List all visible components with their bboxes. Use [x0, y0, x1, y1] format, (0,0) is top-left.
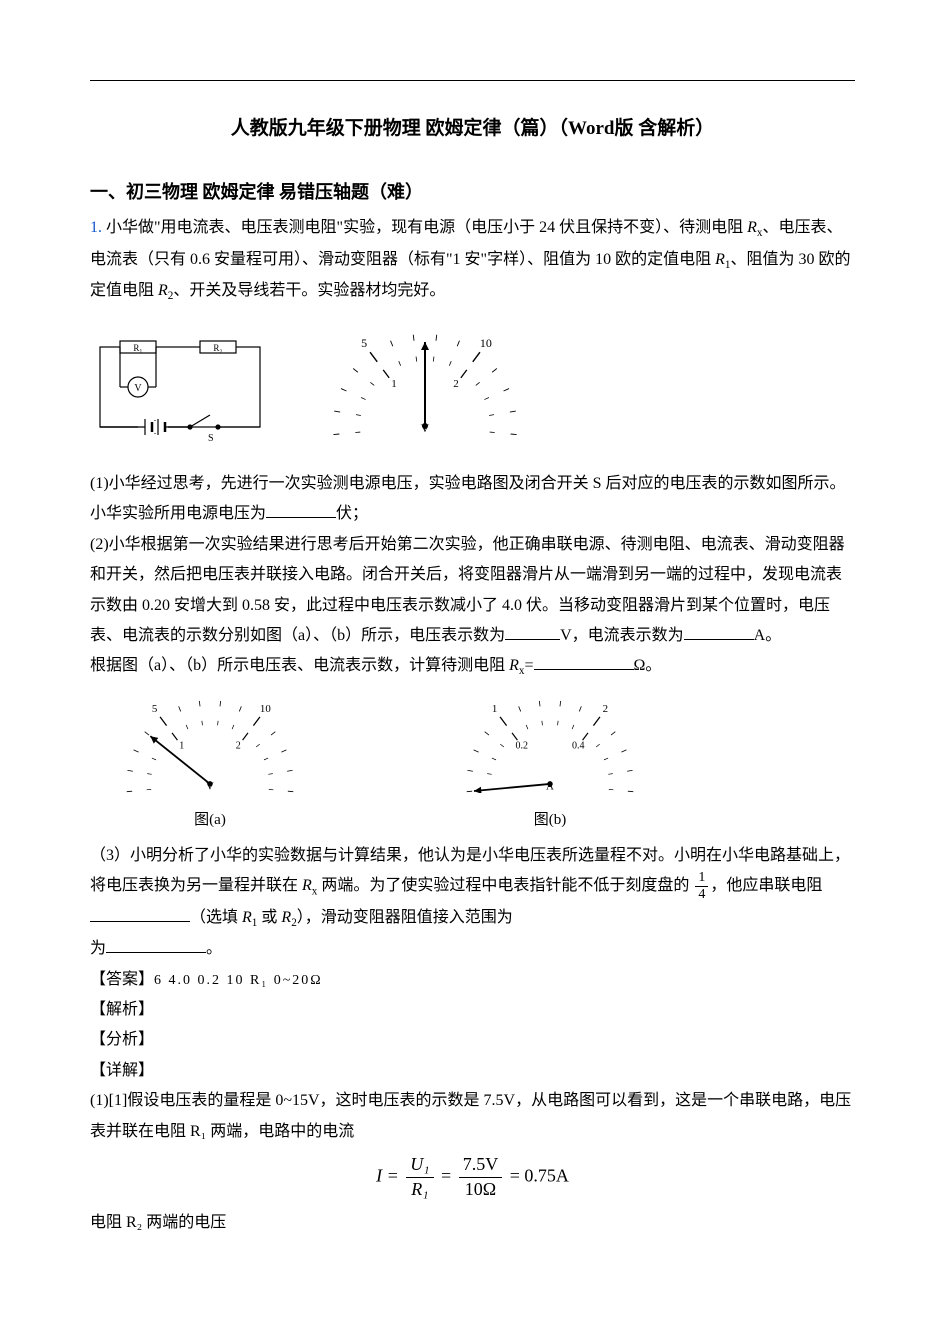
- svg-text:1: 1: [492, 703, 497, 715]
- fenxi-label: 【分析】: [90, 1025, 855, 1055]
- p2-text-b: V，电流表示数为: [560, 627, 684, 644]
- svg-text:0.2: 0.2: [516, 740, 529, 751]
- meter-top-wrap: 0510150123V: [310, 326, 540, 447]
- p2-text-f: Ω。: [634, 657, 662, 674]
- var-r1b: R: [242, 909, 252, 926]
- p1-text-b: 伏；: [336, 505, 368, 522]
- p1-text-a: (1)小华经过思考，先进行一次实验测电源电压，实验电路图及闭合开关 S 后对应的…: [90, 475, 846, 522]
- circuit-r1-label: R₁: [133, 343, 142, 353]
- svg-text:A: A: [546, 780, 554, 792]
- frac-num: 1: [695, 871, 708, 887]
- frac-den: 4: [695, 887, 708, 902]
- document-page: 人教版九年级下册物理 欧姆定律（篇）（Word版 含解析） 一、初三物理 欧姆定…: [0, 0, 945, 1278]
- svg-text:10: 10: [260, 703, 271, 715]
- eq-f1-den: R₁: [406, 1178, 433, 1200]
- var-r1: R: [715, 251, 725, 268]
- svg-text:10: 10: [480, 336, 492, 350]
- var-r2: R: [158, 282, 168, 299]
- question-1-p3b: 为。: [90, 934, 855, 964]
- caption-b: 图(b): [440, 806, 660, 835]
- answer-line: 【答案】6 4.0 0.2 10 R₁ 0~20Ω: [90, 965, 855, 995]
- eq-f1-num: U₁: [406, 1155, 433, 1178]
- circuit-diagram: R₁ R₂ V S: [90, 337, 270, 447]
- caption-a: 图(a): [100, 806, 320, 835]
- question-1-p1: (1)小华经过思考，先进行一次实验测电源电压，实验电路图及闭合开关 S 后对应的…: [90, 469, 855, 530]
- svg-text:2: 2: [236, 740, 241, 751]
- blank-5: [90, 905, 190, 922]
- voltmeter-a: 0510150123V: [100, 693, 320, 793]
- p3-text-b: 两端。为了使实验过程中电表指针能不低于刻度盘的: [317, 877, 693, 894]
- eq-rhs: = 0.75A: [510, 1165, 569, 1185]
- question-1-p2b: 根据图（a）、（b）所示电压表、电流表示数，计算待测电阻 Rx=Ω。: [90, 651, 855, 682]
- p3-text-f: ），滑动变阻器阻值接入范围为: [297, 909, 513, 926]
- p2-text-d: 根据图（a）、（b）所示电压表、电流表示数，计算待测电阻: [90, 657, 509, 674]
- question-1-intro: 1. 小华做"用电流表、电压表测电阻"实验，现有电源（电压小于 24 伏且保持不…: [90, 213, 855, 307]
- equation-1: I = U₁ R₁ = 7.5V 10Ω = 0.75A: [90, 1155, 855, 1200]
- detail-2: 电阻 R₂ 两端的电压: [90, 1208, 855, 1238]
- meter-a-wrap: 0510150123V 图(a): [100, 693, 320, 835]
- eq-mid: =: [441, 1165, 451, 1185]
- blank-4: [534, 653, 634, 670]
- p2-text-e: =: [524, 657, 533, 674]
- svg-text:1: 1: [179, 740, 184, 751]
- p3-text-c: ，他应串联电阻: [710, 877, 822, 894]
- svg-text:5: 5: [152, 703, 158, 715]
- svg-text:V: V: [421, 421, 430, 435]
- blank-3: [684, 623, 754, 640]
- question-1-p2: (2)小华根据第一次实验结果进行思考后开始第二次实验，他正确串联电源、待测电阻、…: [90, 530, 855, 652]
- detail-1: (1)[1]假设电压表的量程是 0~15V，这时电压表的示数是 7.5V，从电路…: [90, 1086, 855, 1147]
- figure-row-2: 0510150123V 图(a) 012300.20.40.6A 图(b): [90, 693, 855, 835]
- svg-text:2: 2: [453, 378, 459, 390]
- intro-text-a: 小华做"用电流表、电压表测电阻"实验，现有电源（电压小于 24 伏且保持不变）、…: [102, 219, 747, 236]
- var-rx: R: [747, 219, 757, 236]
- blank-2: [505, 623, 560, 640]
- svg-text:V: V: [206, 780, 214, 792]
- var-rx2: R: [509, 657, 519, 674]
- blank-6: [106, 936, 206, 953]
- xiangjie-label: 【详解】: [90, 1056, 855, 1086]
- circuit-r2-label: R₂: [213, 343, 222, 353]
- meter-b-wrap: 012300.20.40.6A 图(b): [440, 693, 660, 835]
- top-rule: [90, 80, 855, 81]
- var-rx3: R: [302, 877, 312, 894]
- eq-frac-1: U₁ R₁: [406, 1155, 433, 1200]
- doc-title: 人教版九年级下册物理 欧姆定律（篇）（Word版 含解析）: [90, 111, 855, 147]
- svg-text:2: 2: [603, 703, 608, 715]
- circuit-v-label: V: [134, 383, 142, 394]
- section-header: 一、初三物理 欧姆定律 易错压轴题（难）: [90, 175, 855, 209]
- p3-text-e: 或: [257, 909, 281, 926]
- p2-text-c: A。: [754, 627, 782, 644]
- voltmeter-top: 0510150123V: [310, 326, 540, 436]
- circuit-s-label: S: [208, 433, 214, 444]
- figure-row-1: R₁ R₂ V S 0510150123V: [90, 326, 855, 447]
- eq-lhs: I =: [376, 1165, 399, 1185]
- p3-text-g: 。: [206, 940, 222, 957]
- eq-f2-den: 10Ω: [459, 1178, 503, 1200]
- eq-f2-num: 7.5V: [459, 1155, 503, 1178]
- question-1-p3: （3）小明分析了小华的实验数据与计算结果，他认为是小华电压表所选量程不对。小明在…: [90, 841, 855, 935]
- ammeter-b: 012300.20.40.6A: [440, 693, 660, 793]
- p3-text-d: （选填: [190, 909, 242, 926]
- question-number: 1.: [90, 219, 102, 236]
- fraction-1-4: 14: [695, 871, 708, 902]
- svg-text:5: 5: [361, 336, 367, 350]
- svg-text:0.4: 0.4: [572, 740, 585, 751]
- eq-frac-2: 7.5V 10Ω: [459, 1155, 503, 1200]
- p3-range-label: 为: [90, 940, 106, 957]
- svg-text:1: 1: [391, 378, 397, 390]
- answer-label: 【答案】: [90, 971, 154, 988]
- var-r2b: R: [281, 909, 291, 926]
- answer-values: 6 4.0 0.2 10 R₁ 0~20Ω: [154, 973, 323, 988]
- intro-text-d: 、开关及导线若干。实验器材均完好。: [173, 282, 445, 299]
- jiexi-label: 【解析】: [90, 995, 855, 1025]
- blank-1: [266, 501, 336, 518]
